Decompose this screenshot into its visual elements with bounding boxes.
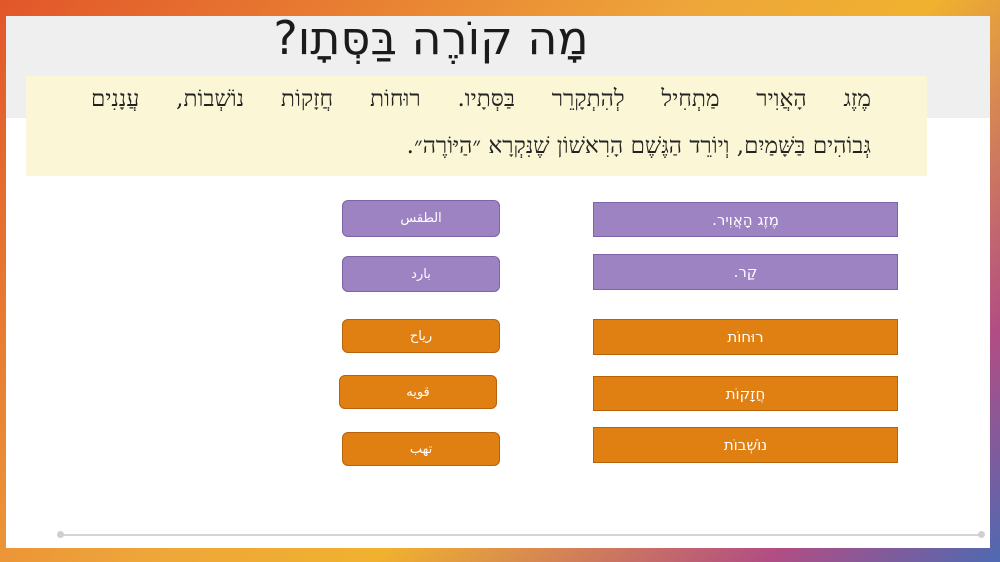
match-card-hebrew-cold[interactable]: קַר. [593,254,898,290]
card-label: מֶזֶג הָאֲוִיר. [712,210,779,229]
match-card-hebrew-blow[interactable]: נוֹשְׁבוֹת [593,427,898,463]
match-card-hebrew-weather[interactable]: מֶזֶג הָאֲוִיר. [593,202,898,237]
card-label: قويه [406,384,430,400]
card-label: بارد [411,266,431,282]
progress-start-dot [57,531,64,538]
card-label: רוּחוֹת [727,328,764,346]
match-card-arabic-blow[interactable]: تهب [342,432,500,466]
card-label: חֲזָקוֹת [725,384,766,403]
passage-line-2: גְּבוֹהִים בַּשָּׁמַיִם, וְיוֹרֵד הַגֶּש… [406,133,871,159]
card-label: קַר. [733,263,758,281]
match-card-arabic-strong[interactable]: قويه [339,375,497,409]
match-card-arabic-cold[interactable]: بارد [342,256,500,292]
card-label: تهب [409,441,433,457]
card-label: الطقس [400,211,442,226]
passage-line-1: מֶזֶג הָאֲוִיר מַתְחִיל לְהִתְקָרֵר בַּס… [91,86,871,112]
match-card-hebrew-winds[interactable]: רוּחוֹת [593,319,898,355]
match-card-hebrew-strong[interactable]: חֲזָקוֹת [593,376,898,411]
card-label: נוֹשְׁבוֹת [723,436,768,454]
progress-end-dot [978,531,985,538]
slide-canvas: מָה קוֹרֶה בַּסְּתָו? מֶזֶג הָאֲוִיר מַת… [6,16,990,548]
page-title: מָה קוֹרֶה בַּסְּתָו? [273,16,589,65]
slide-progress-track [57,531,985,538]
match-card-arabic-winds[interactable]: رياح [342,319,500,353]
card-label: رياح [409,328,433,344]
reading-passage: מֶזֶג הָאֲוִיר מַתְחִיל לְהִתְקָרֵר בַּס… [26,76,927,176]
match-card-arabic-weather[interactable]: الطقس [342,200,500,237]
